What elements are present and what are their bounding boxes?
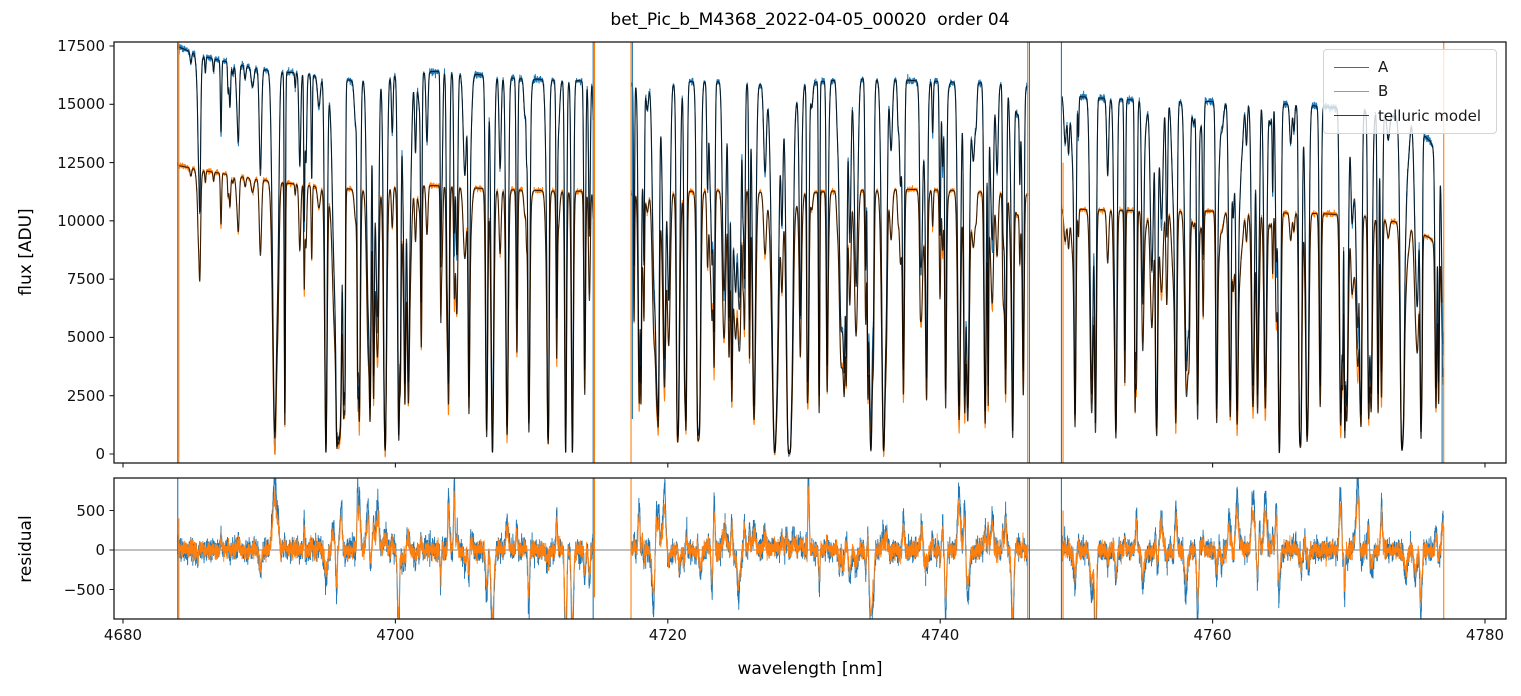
flux-tick-label: 10000 <box>57 211 105 230</box>
legend: A B telluric model <box>1323 49 1497 134</box>
x-axis-label: wavelength [nm] <box>737 659 883 679</box>
telluric-model-line-icon <box>1334 115 1369 117</box>
x-tick-label: 4700 <box>376 626 415 644</box>
x-tick-label: 4780 <box>1465 626 1505 644</box>
legend-label-b: B <box>1378 82 1389 101</box>
plot-title: bet_Pic_b_M4368_2022-04-05_00020 order 0… <box>610 10 1010 30</box>
legend-entry-a: A <box>1324 55 1496 79</box>
flux-tick-label: 0 <box>95 445 105 463</box>
legend-entry-b: B <box>1324 79 1496 103</box>
legend-entry-telluric-model: telluric model <box>1324 104 1496 128</box>
residual-tick-label: 0 <box>95 541 105 559</box>
flux-tick-label: 15000 <box>57 95 105 114</box>
flux-tick-label: 5000 <box>66 328 105 347</box>
series-b-line-icon <box>1334 90 1369 92</box>
x-tick-label: 4680 <box>103 626 143 644</box>
legend-label-telluric-model: telluric model <box>1378 106 1482 125</box>
residual-tick-label: −500 <box>63 580 105 599</box>
flux-tick-label: 2500 <box>66 386 105 405</box>
x-tick-label: 4720 <box>648 626 687 644</box>
flux-tick-label: 17500 <box>57 37 105 55</box>
series-a-line-icon <box>1334 66 1369 68</box>
residual-tick-label: 500 <box>76 501 105 520</box>
legend-label-a: A <box>1378 58 1389 77</box>
x-tick-label: 4740 <box>921 626 960 644</box>
x-tick-label: 4760 <box>1193 626 1232 644</box>
flux-tick-label: 7500 <box>66 270 105 289</box>
flux-tick-label: 12500 <box>57 153 105 172</box>
